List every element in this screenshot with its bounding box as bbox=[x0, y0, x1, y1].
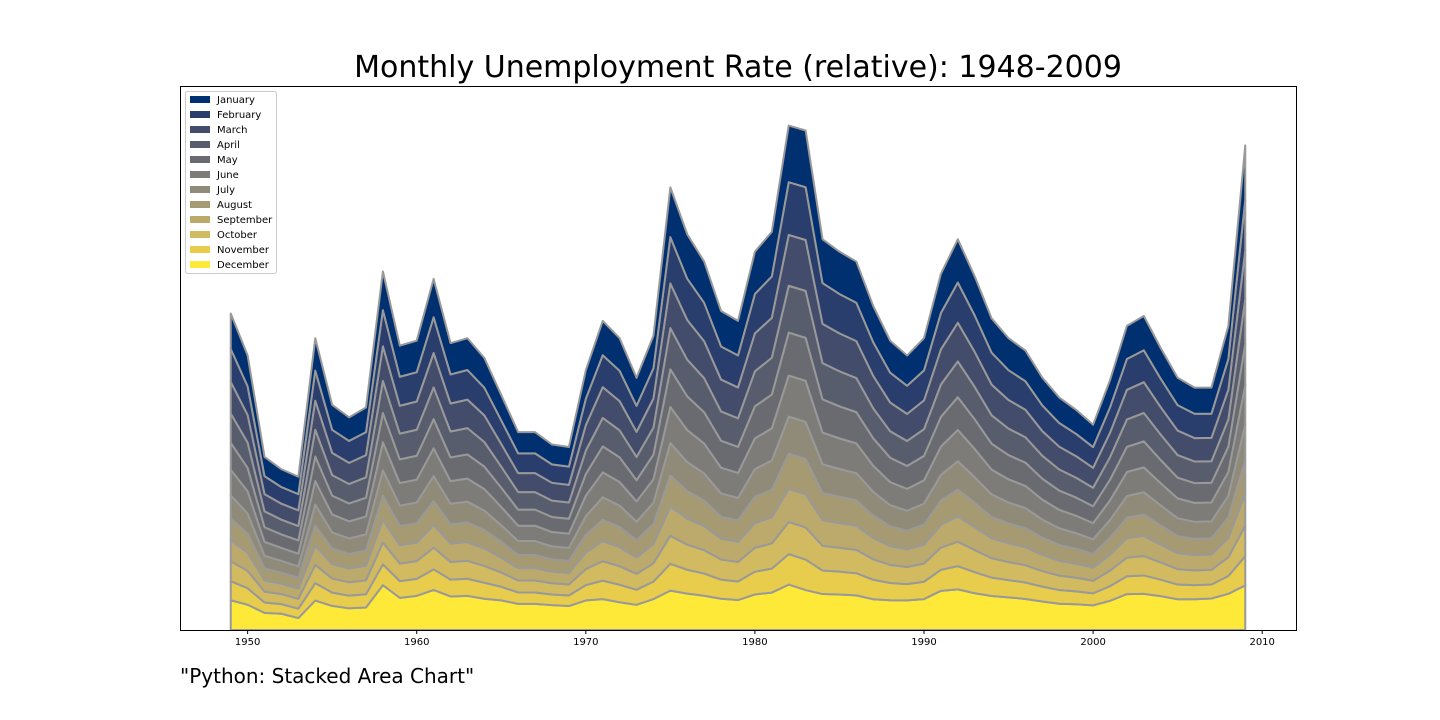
legend-label-april: April bbox=[217, 140, 240, 151]
legend-label-november: November bbox=[217, 245, 270, 256]
x-axis: 1950 1960 1970 1980 1990 2000 2010 bbox=[235, 630, 1275, 648]
area-layers bbox=[229, 124, 1247, 631]
legend-label-december: December bbox=[217, 260, 270, 271]
legend-swatch-february bbox=[190, 111, 210, 118]
legend-swatch-october bbox=[190, 231, 210, 238]
legend-swatch-july bbox=[190, 186, 210, 193]
x-tick-label: 1960 bbox=[404, 637, 429, 648]
area-series-january bbox=[229, 124, 1247, 496]
legend-swatch-april bbox=[190, 141, 210, 148]
x-tick-label: 1970 bbox=[573, 637, 598, 648]
legend-swatch-march bbox=[190, 126, 210, 133]
x-tick-label: 1980 bbox=[742, 637, 767, 648]
legend-label-june: June bbox=[216, 170, 239, 181]
legend-label-july: July bbox=[216, 185, 235, 196]
legend-label-february: February bbox=[217, 110, 261, 121]
legend-box bbox=[185, 91, 277, 274]
legend-swatch-june bbox=[190, 171, 210, 178]
chart-title: Monthly Unemployment Rate (relative): 19… bbox=[354, 50, 1122, 85]
legend-swatch-november bbox=[190, 246, 210, 253]
legend-label-august: August bbox=[217, 200, 252, 211]
x-tick-label: 1990 bbox=[911, 637, 936, 648]
legend-label-october: October bbox=[217, 230, 258, 241]
legend-swatch-may bbox=[190, 156, 210, 163]
x-tick-label: 2010 bbox=[1249, 637, 1274, 648]
legend-swatch-september bbox=[190, 216, 210, 223]
legend-label-may: May bbox=[217, 155, 238, 166]
caption: "Python: Stacked Area Chart" bbox=[180, 664, 475, 688]
legend-label-march: March bbox=[217, 125, 247, 136]
legend-label-september: September bbox=[217, 215, 273, 226]
legend-label-january: January bbox=[216, 95, 255, 106]
x-tick-label: 2000 bbox=[1080, 637, 1105, 648]
legend-swatch-august bbox=[190, 201, 210, 208]
legend-swatch-january bbox=[190, 96, 210, 103]
legend: January February March April May June July Augu… bbox=[185, 91, 277, 274]
plot-frame bbox=[180, 86, 1297, 631]
x-tick-label: 1950 bbox=[235, 637, 260, 648]
legend-swatch-december bbox=[190, 261, 210, 268]
